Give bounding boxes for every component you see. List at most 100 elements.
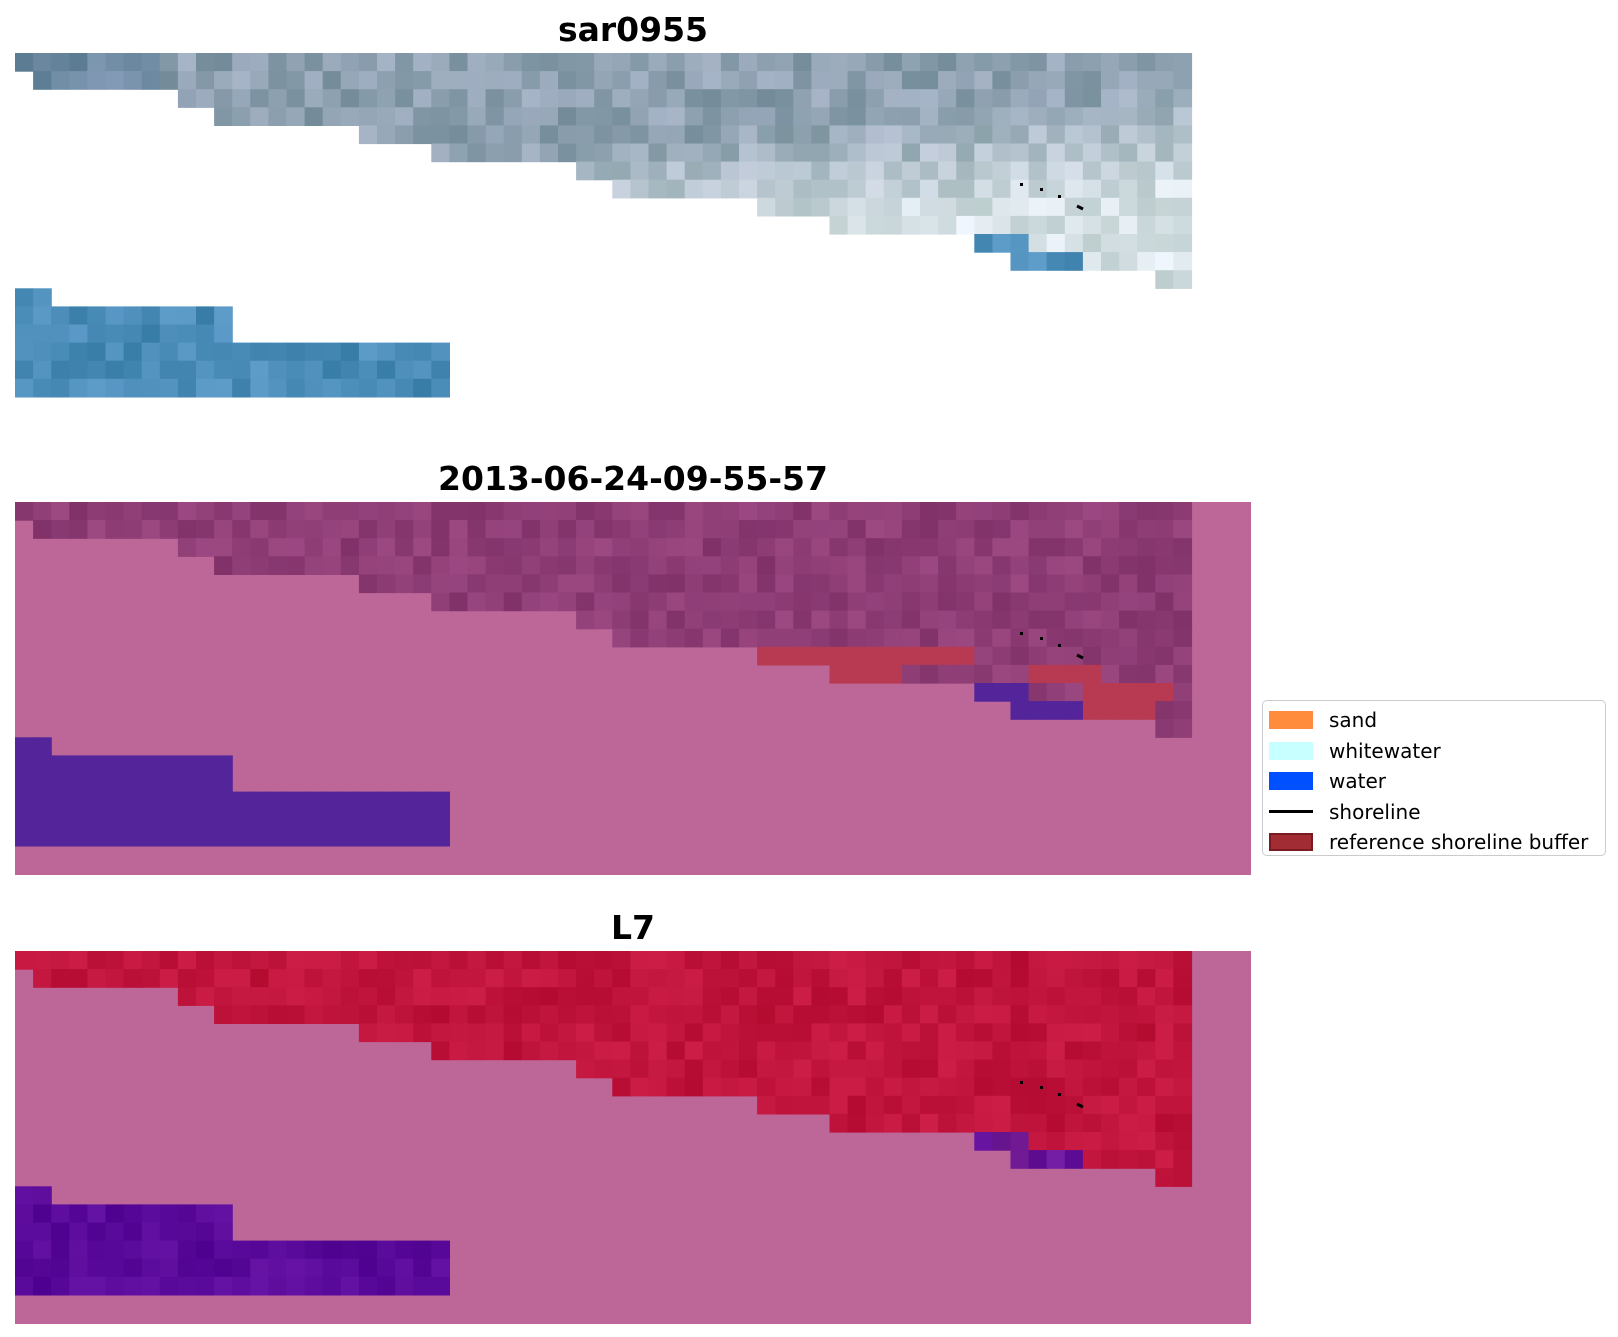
image-pixel — [920, 556, 939, 575]
image-pixel — [286, 538, 306, 557]
image-pixel — [865, 556, 885, 575]
image-pixel — [811, 646, 831, 666]
image-pixel — [377, 502, 396, 521]
image-pixel — [539, 1023, 559, 1043]
image-pixel — [847, 1077, 867, 1097]
image-pixel — [883, 107, 903, 126]
image-pixel — [1064, 252, 1084, 271]
image-pixel — [901, 161, 921, 181]
image-pixel — [956, 610, 975, 630]
image-pixel — [69, 360, 88, 380]
image-pixel — [1101, 89, 1120, 108]
image-pixel — [449, 987, 469, 1006]
image-pixel — [69, 53, 88, 72]
image-pixel — [811, 125, 831, 145]
image-pixel — [1119, 520, 1138, 539]
image-pixel — [558, 987, 577, 1006]
image-pixel — [69, 502, 88, 521]
image-pixel — [377, 538, 396, 557]
image-pixel — [576, 125, 595, 145]
image-pixel — [847, 215, 867, 235]
image-pixel — [521, 987, 541, 1006]
image-pixel — [123, 773, 143, 793]
image-pixel — [883, 1113, 903, 1133]
image-pixel — [920, 215, 939, 235]
image-pixel — [847, 89, 867, 108]
image-pixel — [648, 1077, 668, 1097]
image-pixel — [883, 53, 903, 72]
image-pixel — [901, 969, 921, 988]
image-pixel — [141, 520, 161, 539]
image-pixel — [992, 197, 1012, 217]
image-pixel — [69, 791, 88, 811]
image-pixel — [196, 1276, 215, 1296]
image-pixel — [214, 755, 233, 775]
image-pixel — [467, 89, 487, 108]
image-pixel — [503, 502, 523, 521]
image-pixel — [1028, 1077, 1048, 1097]
image-pixel — [702, 610, 722, 630]
image-pixel — [322, 809, 342, 829]
image-pixel — [612, 538, 631, 557]
image-pixel — [1101, 683, 1120, 702]
image-pixel — [992, 951, 1012, 970]
image-pixel — [431, 502, 450, 521]
image-pixel — [286, 951, 306, 970]
image-pixel — [992, 969, 1012, 988]
image-pixel — [775, 1005, 794, 1024]
image-pixel — [1137, 143, 1156, 163]
image-pixel — [702, 89, 722, 108]
image-pixel — [1082, 143, 1102, 163]
image-pixel — [829, 1023, 849, 1043]
shoreline-segment — [1040, 637, 1043, 640]
image-pixel — [286, 809, 306, 829]
image-pixel — [358, 1005, 378, 1024]
image-pixel — [847, 71, 867, 90]
image-pixel — [648, 107, 668, 126]
image-pixel — [702, 987, 722, 1006]
image-pixel — [594, 143, 613, 163]
image-pixel — [413, 360, 432, 380]
image-pixel — [1064, 701, 1084, 720]
image-pixel — [920, 1023, 939, 1043]
image-pixel — [177, 324, 197, 344]
image-pixel — [358, 53, 378, 72]
image-pixel — [666, 520, 686, 539]
image-pixel — [521, 520, 541, 539]
image-pixel — [15, 755, 34, 775]
image-pixel — [413, 556, 432, 575]
image-pixel — [630, 574, 650, 594]
image-pixel — [1119, 1113, 1138, 1133]
image-pixel — [793, 987, 812, 1006]
image-pixel — [684, 969, 704, 988]
image-pixel — [1082, 53, 1102, 72]
image-pixel — [485, 71, 505, 90]
image-pixel — [1082, 538, 1102, 557]
image-pixel — [558, 53, 577, 72]
image-pixel — [87, 1240, 107, 1260]
image-pixel — [123, 755, 143, 775]
image-pixel — [232, 791, 251, 811]
image-pixel — [992, 556, 1012, 575]
shoreline-segment — [1058, 195, 1061, 198]
image-pixel — [15, 827, 34, 847]
image-pixel — [1028, 125, 1048, 145]
sand-swatch — [1269, 711, 1313, 730]
image-pixel — [286, 520, 306, 539]
image-pixel — [901, 1077, 921, 1097]
image-pixel — [1082, 1059, 1102, 1079]
image-pixel — [594, 574, 613, 594]
image-pixel — [684, 1005, 704, 1024]
image-pixel — [847, 179, 867, 199]
image-pixel — [594, 592, 613, 612]
image-pixel — [684, 987, 704, 1006]
image-pixel — [1155, 1077, 1174, 1097]
image-pixel — [358, 107, 378, 126]
image-pixel — [865, 71, 885, 90]
image-pixel — [1155, 1005, 1174, 1024]
image-pixel — [413, 1258, 432, 1278]
image-pixel — [576, 556, 595, 575]
image-pixel — [775, 520, 794, 539]
image-pixel — [449, 71, 469, 90]
image-pixel — [684, 574, 704, 594]
